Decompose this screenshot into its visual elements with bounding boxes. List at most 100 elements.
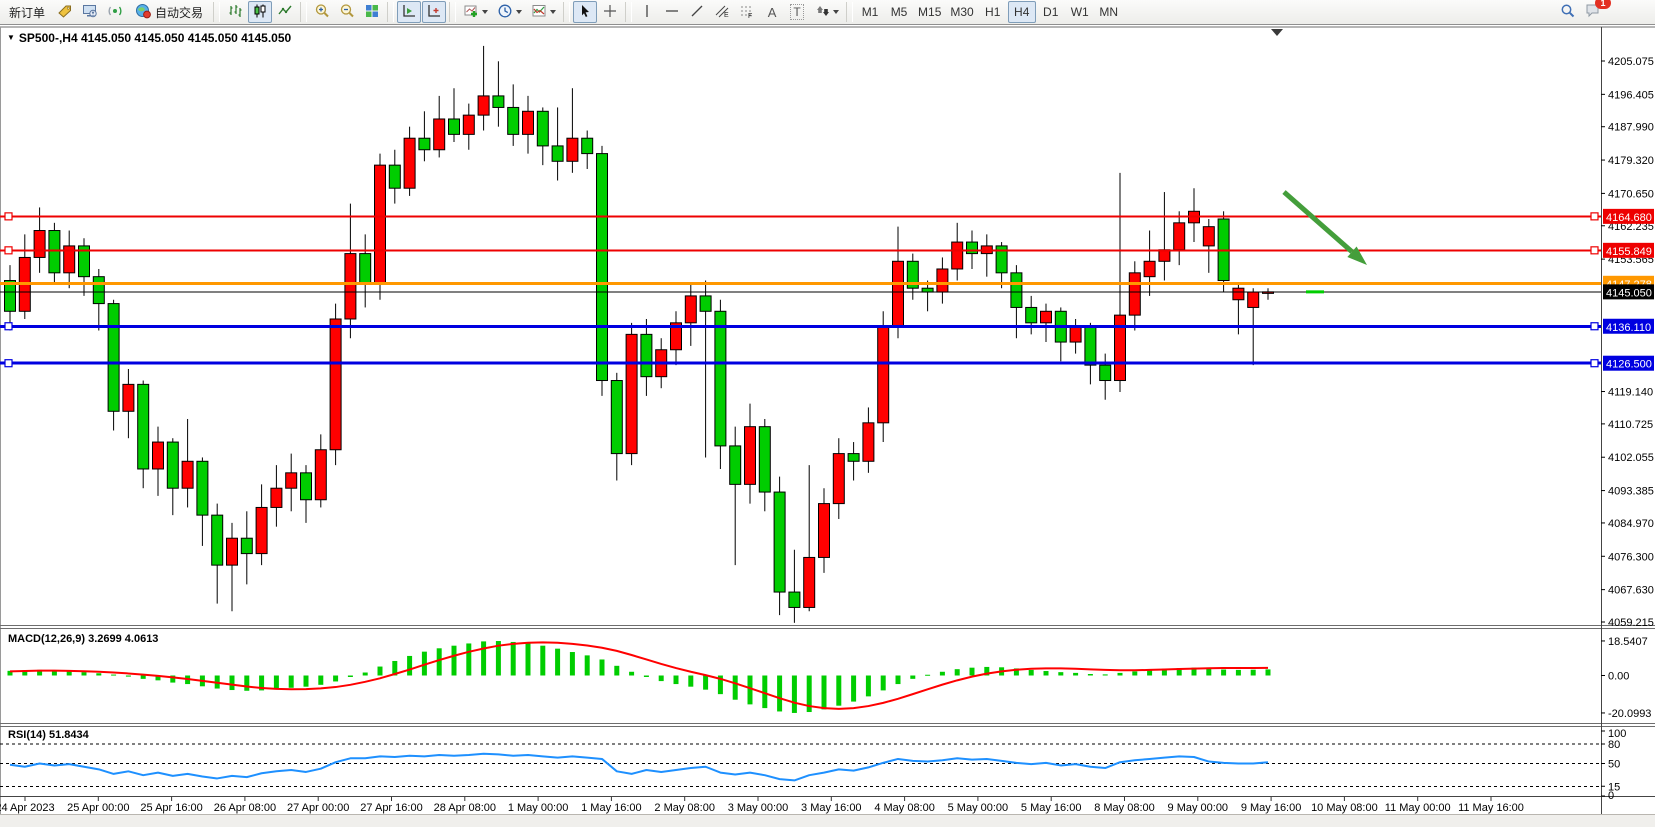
indicators-button[interactable] [459, 1, 492, 23]
arrow-annotation[interactable] [1282, 190, 1367, 265]
tile-windows-icon [364, 3, 380, 22]
time-tick-label: 25 Apr 16:00 [140, 802, 202, 814]
chart-canvas[interactable]: 4205.075 4196.405 4187.990 4179.320 4170.650… [0, 26, 1655, 827]
rsi-pane [0, 730, 1605, 797]
bar-chart-button[interactable] [223, 1, 247, 23]
price-tick-label: 4102.055 [1608, 452, 1654, 464]
new-order-button[interactable]: 新订单 [2, 1, 52, 23]
shift-marker-icon [1271, 29, 1283, 36]
time-tick-label: 2 May 08:00 [654, 802, 715, 814]
crosshair-button[interactable] [598, 1, 622, 23]
timeframe-M30[interactable]: M30 [946, 1, 977, 23]
price-tick-label: 4196.405 [1608, 89, 1654, 101]
autotrade-globe-icon [135, 3, 151, 22]
navigator-button[interactable] [78, 1, 102, 23]
timeframe-M1[interactable]: M1 [856, 1, 884, 23]
status-bar [0, 814, 1655, 827]
zoom-out-button[interactable] [335, 1, 359, 23]
hline-4155.849[interactable] [0, 246, 1601, 255]
auto-trading-label: 自动交易 [155, 5, 204, 20]
periods-clock-icon [497, 3, 513, 22]
price-tick-label: 4170.650 [1608, 188, 1654, 200]
svg-text:4155.849: 4155.849 [1606, 246, 1652, 258]
timeframe-H1[interactable]: H1 [979, 1, 1007, 23]
zoom-out-icon [339, 3, 355, 22]
arrows-button[interactable] [810, 1, 843, 23]
symbol-label: SP500-,H4 [18, 31, 78, 45]
dropdown-caret [833, 10, 840, 14]
auto-trading-button[interactable]: 自动交易 [128, 1, 210, 23]
timeframe-W1[interactable]: W1 [1066, 1, 1094, 23]
toolbar-separator [846, 2, 854, 22]
zoom-in-button[interactable] [310, 1, 334, 23]
price-badge-4164.680 [1603, 208, 1654, 224]
line-chart-button[interactable] [273, 1, 297, 23]
fibonacci-button[interactable]: F [735, 1, 759, 23]
indicators-plus-icon [463, 3, 479, 22]
chart-shift-button[interactable] [422, 1, 447, 23]
time-tick-label: 1 May 00:00 [508, 802, 569, 814]
ohlc-values: 4145.050 4145.050 4145.050 4145.050 [80, 31, 292, 45]
line-chart-icon [277, 3, 293, 22]
svg-text:80: 80 [1608, 739, 1620, 751]
autoscroll-button[interactable] [397, 1, 422, 23]
hline-4136.110[interactable] [0, 322, 1601, 331]
price-tick-label: 4179.320 [1608, 155, 1654, 167]
toolbar-separator [625, 2, 633, 22]
templates-icon [531, 3, 547, 22]
price-tick-label: 4093.385 [1608, 486, 1654, 498]
time-tick-label: 5 May 16:00 [1021, 802, 1082, 814]
timeframe-H4[interactable]: H4 [1007, 1, 1036, 23]
price-badge-4136.110 [1603, 318, 1654, 334]
toolbar-separator [449, 2, 457, 22]
timeframe-M5[interactable]: M5 [885, 1, 913, 23]
time-tick-label: 10 May 08:00 [1311, 802, 1378, 814]
time-tick-label: 27 Apr 00:00 [287, 802, 349, 814]
time-tick-label: 5 May 00:00 [948, 802, 1009, 814]
time-tick-label: 3 May 16:00 [801, 802, 862, 814]
macd-label: MACD(12,26,9) 3.2699 4.0613 [8, 633, 159, 645]
text-label-icon: T [790, 4, 804, 20]
price-tick-label: 4119.140 [1608, 387, 1653, 399]
text-button[interactable]: A [760, 1, 784, 23]
search-button[interactable] [1556, 1, 1580, 23]
time-tick-label: 4 May 08:00 [874, 802, 935, 814]
crosshair-icon [602, 3, 618, 22]
svg-text:4126.500: 4126.500 [1606, 359, 1652, 371]
svg-text:50: 50 [1608, 759, 1620, 771]
time-tick-label: 11 May 16:00 [1458, 802, 1524, 814]
dropdown-caret [482, 10, 489, 14]
timeframe-MN[interactable]: MN [1095, 1, 1123, 23]
text-label-button[interactable]: T [785, 1, 809, 23]
hline-4164.680[interactable] [0, 212, 1601, 221]
periods-button[interactable] [493, 1, 526, 23]
trendline-button[interactable] [685, 1, 709, 23]
timeframe-D1[interactable]: D1 [1037, 1, 1065, 23]
price-tick-label: 4110.725 [1608, 419, 1653, 431]
templates-button[interactable] [527, 1, 560, 23]
price-tick-label: 4076.300 [1608, 551, 1654, 563]
vertical-line-icon [639, 3, 655, 21]
svg-text:-20.0993: -20.0993 [1608, 708, 1651, 720]
chart-window: ▼ SP500-,H4 4145.050 4145.050 4145.050 41… [0, 26, 1655, 827]
candlestick-chart-icon [252, 3, 268, 22]
horizontal-line-button[interactable] [660, 1, 684, 23]
cursor-button[interactable] [573, 1, 598, 23]
dropdown-caret [550, 10, 557, 14]
bar-chart-icon [227, 3, 243, 22]
fibonacci-icon: F [739, 3, 755, 22]
svg-text:18.5407: 18.5407 [1608, 636, 1648, 648]
price-tick-label: 4059.215 [1608, 617, 1654, 629]
search-icon [1560, 3, 1576, 22]
timeframe-M15[interactable]: M15 [914, 1, 945, 23]
tile-windows-button[interactable] [360, 1, 384, 23]
hline-4126.500[interactable] [0, 359, 1601, 368]
channel-button[interactable]: E [710, 1, 734, 23]
tag-button[interactable] [53, 1, 77, 23]
signal-button[interactable] [103, 1, 127, 23]
vertical-line-button[interactable] [635, 1, 659, 23]
svg-text:F: F [748, 13, 752, 19]
candlestick-chart-button[interactable] [248, 1, 273, 23]
svg-text:0.00: 0.00 [1608, 671, 1629, 683]
chevron-down-icon[interactable]: ▼ [7, 33, 15, 42]
